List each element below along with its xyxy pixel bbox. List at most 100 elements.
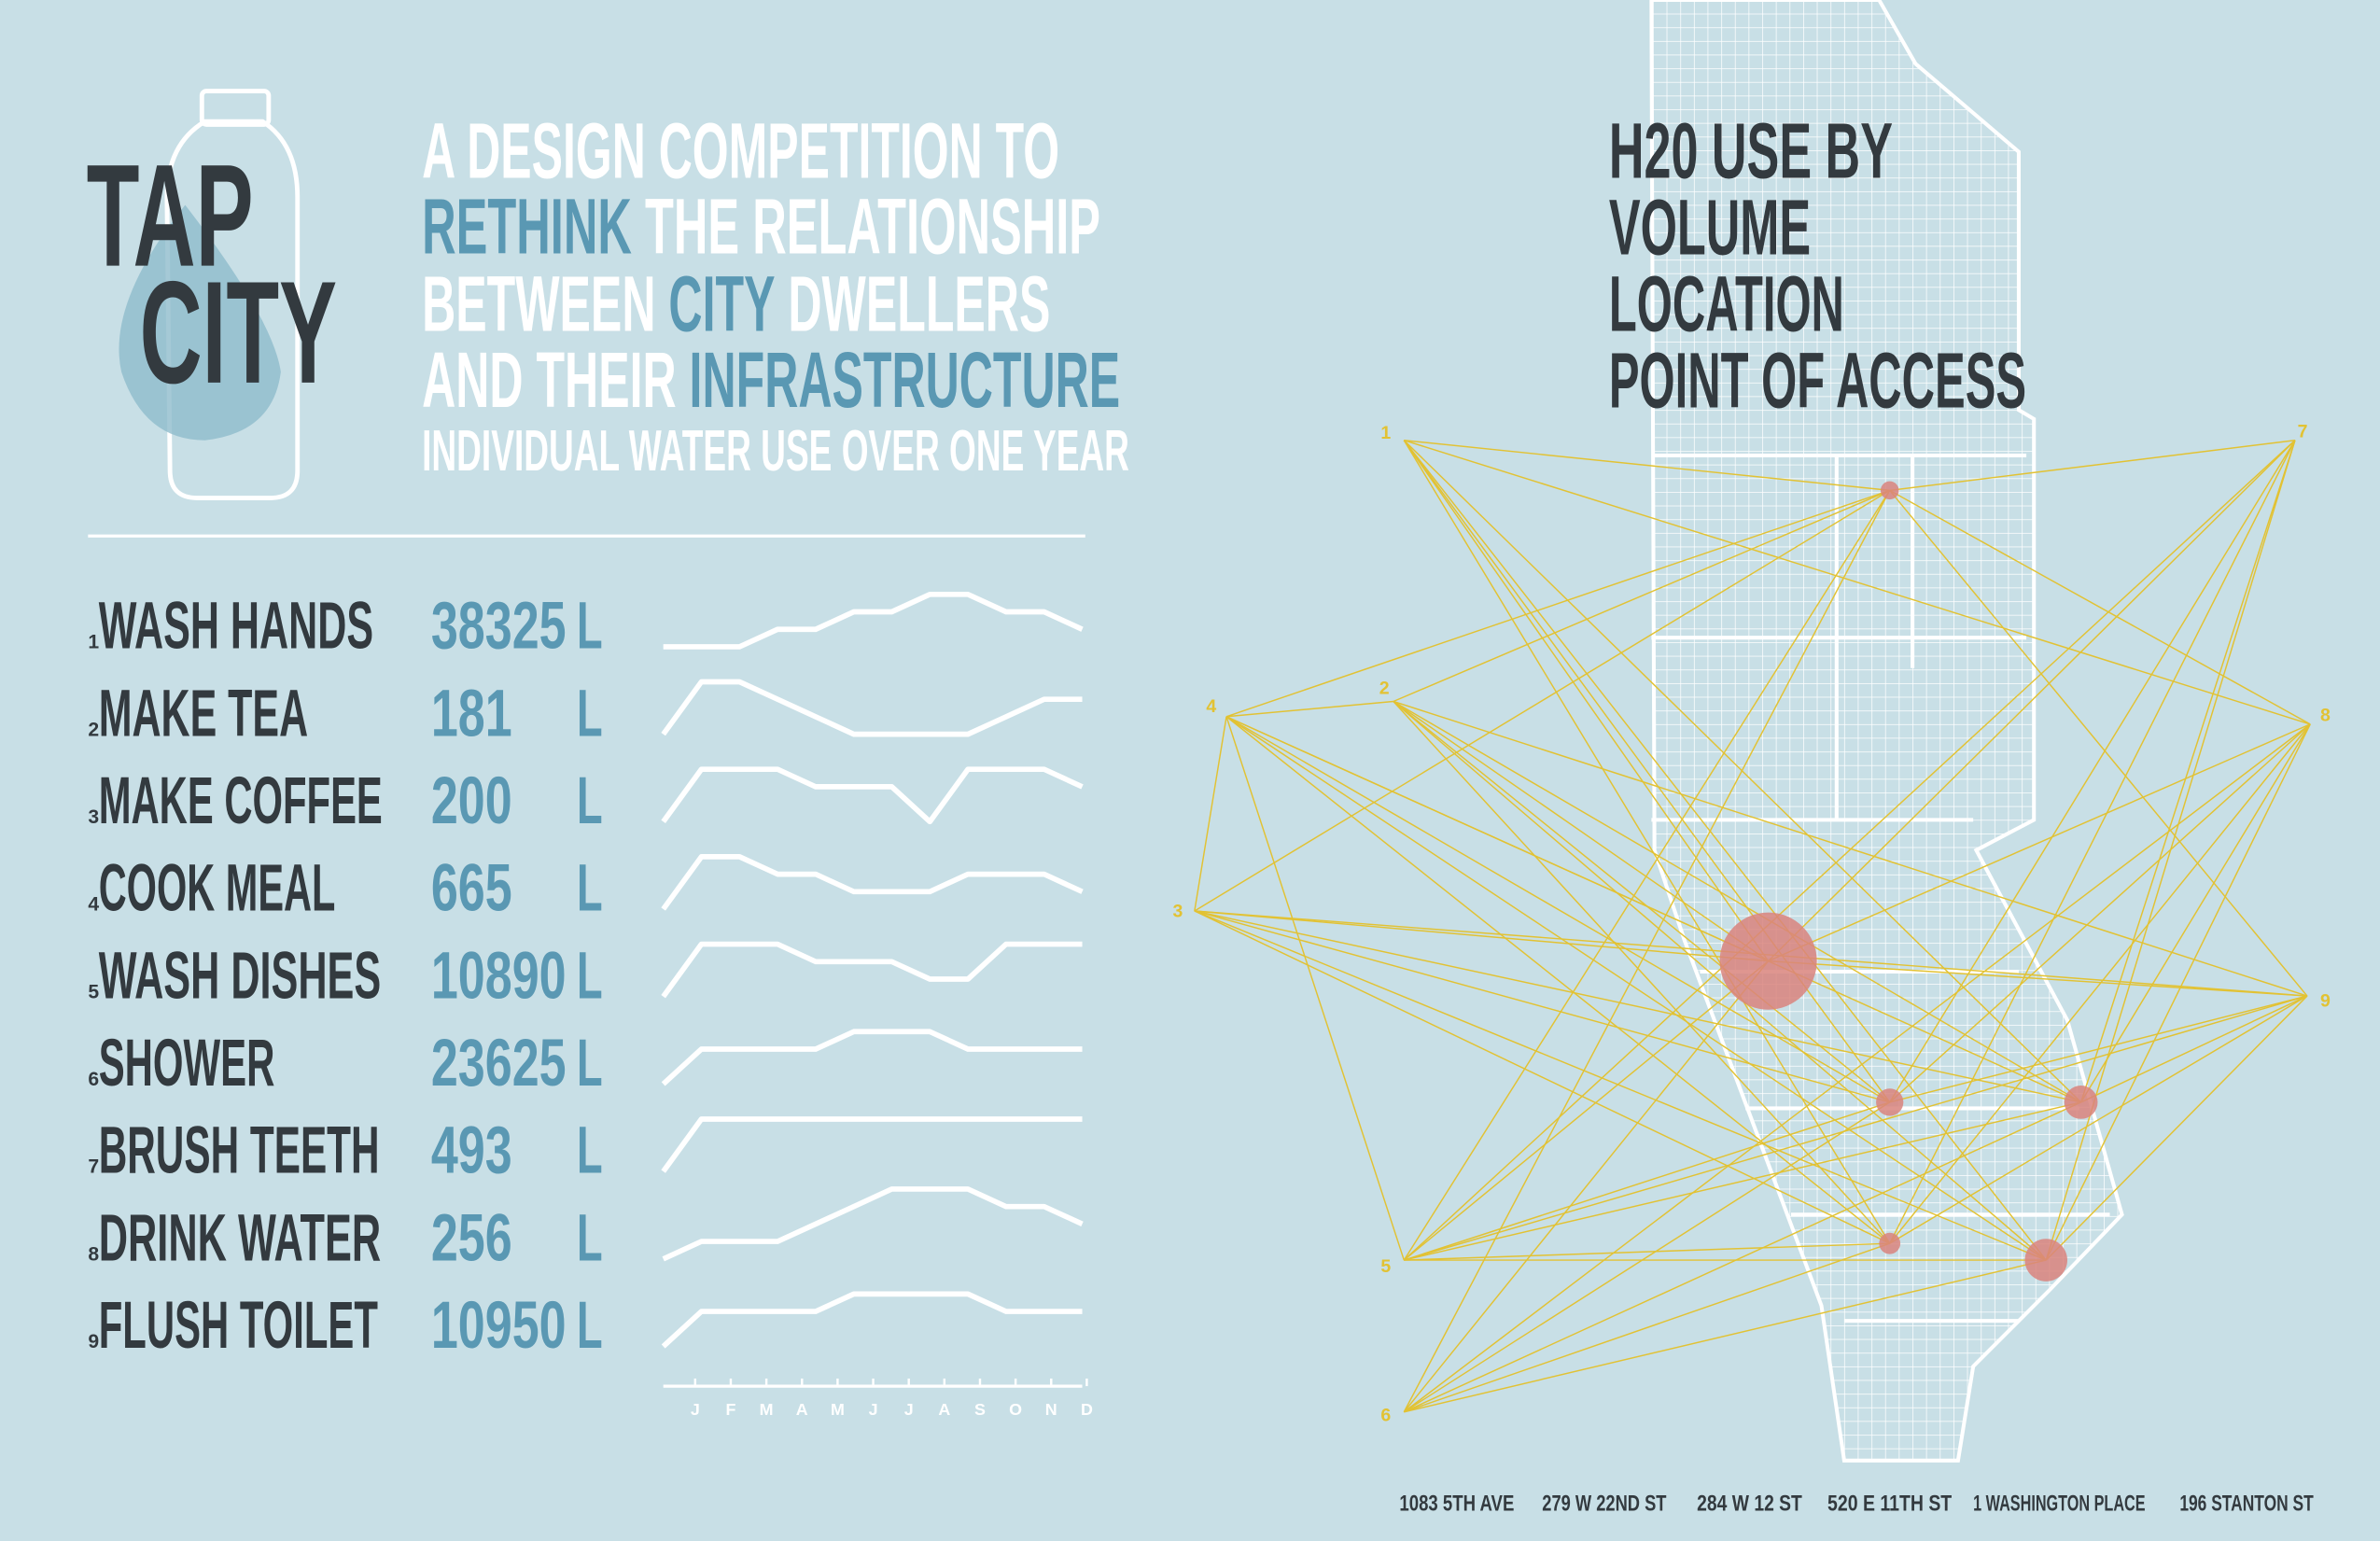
- point-label: 7: [2298, 421, 2308, 441]
- connection: [1194, 910, 1890, 1103]
- connection: [1403, 960, 1770, 1413]
- connection: [1393, 700, 1891, 1103]
- usage-circle: [1719, 912, 1817, 1010]
- connection: [1225, 489, 1890, 718]
- connection: [1404, 1101, 1890, 1261]
- connection: [1393, 700, 1891, 1244]
- connection: [2045, 995, 2308, 1261]
- activity-volume: 10950: [431, 1288, 567, 1363]
- trend-line: [661, 941, 1083, 999]
- connection: [1403, 440, 2047, 1261]
- intro-line: BETWEEN CITY DWELLERS: [422, 259, 1050, 348]
- activity-volume: 200: [431, 763, 512, 838]
- manhattan-map: [1649, 0, 2124, 1463]
- connection: [1403, 440, 1891, 1244]
- activity-unit: L: [577, 1288, 603, 1363]
- water-drop: [119, 204, 281, 441]
- bottle-cap: [199, 89, 272, 127]
- connection: [1194, 910, 1769, 962]
- trend-line: [661, 1029, 1083, 1086]
- activity-unit: L: [577, 1026, 603, 1100]
- activity-rank: 1: [88, 632, 99, 653]
- connection: [1403, 723, 2311, 1413]
- connection: [1889, 439, 2296, 492]
- connection: [1393, 700, 2047, 1261]
- connection: [1393, 700, 1770, 962]
- intro-segment: CITY: [668, 259, 775, 348]
- connection: [1403, 440, 2296, 1261]
- point-label: 4: [1206, 696, 1216, 717]
- activity-rank: 5: [88, 981, 99, 1002]
- trend-line: [662, 1186, 1084, 1262]
- trend-line: [663, 591, 1084, 650]
- connection: [1194, 910, 1891, 1244]
- activity-name: SHOWER: [99, 1026, 275, 1100]
- usage-circle: [1879, 1232, 1901, 1254]
- map-title-line: LOCATION: [1609, 259, 1844, 348]
- map-title-line: VOLUME: [1609, 182, 1811, 271]
- connection: [1393, 489, 1890, 703]
- activity-rank: 2: [88, 719, 99, 740]
- month-label: M: [760, 1400, 774, 1419]
- connection: [1403, 960, 1770, 1261]
- connection: [1889, 489, 2311, 725]
- activity-name: MAKE TEA: [99, 676, 308, 750]
- connection: [1404, 1101, 2081, 1413]
- connection: [1225, 716, 1406, 1261]
- logo-line: CITY: [140, 252, 337, 414]
- point-label: 8: [2320, 706, 2331, 726]
- connection: [1225, 716, 1891, 1244]
- connection: [1225, 716, 2047, 1261]
- intro-line: RETHINK THE RELATIONSHIP: [422, 182, 1100, 271]
- connections: [1194, 439, 2311, 1413]
- month-label: J: [691, 1400, 700, 1419]
- point-label: 3: [1173, 901, 1183, 921]
- connection: [1889, 723, 2311, 1244]
- activity-rank: 7: [88, 1156, 99, 1178]
- address: 279 W 22ND ST: [1542, 1491, 1666, 1516]
- month-label: D: [1081, 1400, 1093, 1419]
- activity-name: DRINK WATER: [99, 1200, 381, 1275]
- connection: [1194, 716, 1227, 912]
- activity-rank: 4: [88, 894, 99, 916]
- trend-line: [661, 766, 1084, 825]
- connection: [1404, 440, 2311, 725]
- activity-volume: 493: [431, 1114, 512, 1188]
- activity-unit: L: [577, 938, 603, 1013]
- connection: [1393, 700, 2081, 1103]
- connection: [1403, 490, 1891, 1261]
- activity-unit: L: [577, 851, 603, 926]
- connection: [2079, 440, 2296, 1103]
- address: 1083 5TH AVE: [1399, 1491, 1514, 1516]
- address: 1 WASHINGTON PLACE: [1973, 1491, 2145, 1516]
- point-label: 2: [1379, 678, 1390, 698]
- address: 520 E 11TH ST: [1827, 1491, 1952, 1516]
- month-label: A: [938, 1400, 950, 1419]
- connection: [1403, 440, 1891, 1103]
- map-title-line: H20 USE BY: [1609, 105, 1893, 194]
- point-label: 9: [2320, 990, 2331, 1011]
- connection: [1768, 960, 2307, 997]
- activity-name: MAKE COFFEE: [99, 763, 383, 838]
- intro-segment: A DESIGN COMPETITION TO: [422, 105, 1059, 194]
- connection: [1404, 1101, 2081, 1261]
- bottle: [164, 119, 301, 500]
- usage-circle: [1876, 1088, 1904, 1116]
- intro-segment: RETHINK: [422, 182, 632, 271]
- connection: [1403, 440, 1770, 962]
- activity-unit: L: [577, 763, 603, 838]
- activity-volume: 665: [431, 851, 512, 926]
- month-label: A: [796, 1400, 808, 1419]
- connection: [1404, 1242, 1890, 1413]
- subtitle: INDIVIDUAL WATER USE OVER ONE YEAR: [422, 419, 1129, 483]
- intro-segment: THE RELATIONSHIP: [632, 182, 1100, 271]
- connection: [1404, 439, 1890, 492]
- connection: [1404, 995, 2308, 1261]
- connection: [1889, 995, 2308, 1103]
- usage-circle: [1880, 481, 1899, 500]
- connection: [1768, 723, 2311, 962]
- connection: [2080, 995, 2308, 1103]
- bottle-logo: [119, 89, 301, 500]
- intro-segment: BETWEEN: [422, 259, 668, 348]
